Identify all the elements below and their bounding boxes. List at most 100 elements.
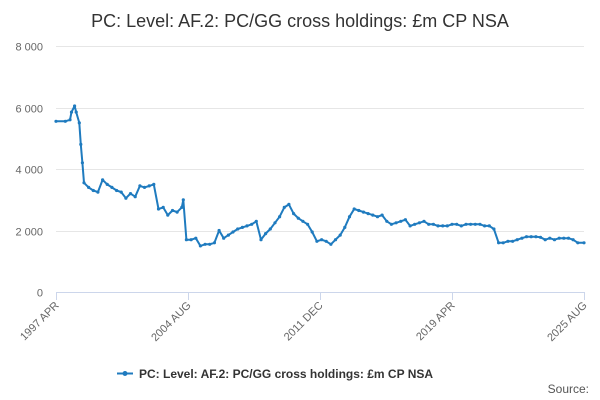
- data-point-marker[interactable]: [431, 222, 435, 226]
- data-point-marker[interactable]: [82, 181, 86, 185]
- data-point-marker[interactable]: [582, 241, 586, 245]
- data-point-marker[interactable]: [483, 224, 487, 228]
- data-point-marker[interactable]: [399, 219, 403, 223]
- data-point-marker[interactable]: [455, 222, 459, 226]
- data-point-marker[interactable]: [124, 196, 128, 200]
- data-point-marker[interactable]: [301, 219, 305, 223]
- data-point-marker[interactable]: [264, 232, 268, 236]
- data-point-marker[interactable]: [473, 222, 477, 226]
- data-point-marker[interactable]: [394, 221, 398, 225]
- data-point-marker[interactable]: [152, 182, 156, 186]
- data-point-marker[interactable]: [534, 235, 538, 239]
- data-point-marker[interactable]: [338, 233, 342, 237]
- data-point-marker[interactable]: [236, 227, 240, 231]
- data-point-marker[interactable]: [501, 241, 505, 245]
- data-point-marker[interactable]: [371, 213, 375, 217]
- data-point-marker[interactable]: [166, 213, 170, 217]
- data-point-marker[interactable]: [422, 219, 426, 223]
- data-point-marker[interactable]: [77, 121, 81, 125]
- data-point-marker[interactable]: [110, 185, 114, 189]
- data-point-marker[interactable]: [222, 236, 226, 240]
- data-point-marker[interactable]: [240, 225, 244, 229]
- data-point-marker[interactable]: [548, 236, 552, 240]
- data-point-marker[interactable]: [543, 238, 547, 242]
- data-point-marker[interactable]: [557, 236, 561, 240]
- data-point-marker[interactable]: [441, 224, 445, 228]
- data-point-marker[interactable]: [254, 219, 258, 223]
- data-point-marker[interactable]: [80, 161, 84, 165]
- data-point-marker[interactable]: [352, 207, 356, 211]
- data-point-marker[interactable]: [73, 104, 77, 108]
- data-point-marker[interactable]: [343, 225, 347, 229]
- data-point-marker[interactable]: [133, 195, 137, 199]
- data-point-marker[interactable]: [147, 184, 151, 188]
- data-point-marker[interactable]: [245, 224, 249, 228]
- data-point-marker[interactable]: [445, 224, 449, 228]
- data-point-marker[interactable]: [268, 227, 272, 231]
- data-point-marker[interactable]: [492, 227, 496, 231]
- data-point-marker[interactable]: [278, 215, 282, 219]
- data-point-marker[interactable]: [333, 238, 338, 242]
- data-point-marker[interactable]: [375, 215, 380, 219]
- data-point-marker[interactable]: [115, 188, 119, 193]
- data-point-marker[interactable]: [156, 207, 161, 211]
- data-point-marker[interactable]: [366, 212, 370, 216]
- data-point-marker[interactable]: [161, 205, 165, 209]
- data-point-marker[interactable]: [380, 213, 384, 217]
- data-point-marker[interactable]: [101, 178, 105, 182]
- data-point-marker[interactable]: [478, 222, 482, 226]
- data-point-marker[interactable]: [226, 233, 230, 237]
- data-point-marker[interactable]: [79, 142, 83, 146]
- data-point-marker[interactable]: [181, 198, 185, 202]
- data-point-marker[interactable]: [403, 218, 407, 222]
- data-point-marker[interactable]: [450, 222, 454, 226]
- data-point-marker[interactable]: [194, 236, 198, 240]
- data-point-marker[interactable]: [515, 238, 519, 242]
- data-point-marker[interactable]: [74, 110, 78, 114]
- data-point-marker[interactable]: [119, 190, 123, 194]
- data-point-marker[interactable]: [310, 230, 314, 234]
- data-point-marker[interactable]: [91, 188, 95, 193]
- data-point-marker[interactable]: [324, 239, 328, 243]
- data-point-marker[interactable]: [385, 219, 389, 223]
- data-point-marker[interactable]: [576, 241, 580, 245]
- data-point-marker[interactable]: [436, 224, 440, 228]
- data-point-marker[interactable]: [357, 208, 361, 213]
- data-point-marker[interactable]: [203, 242, 207, 246]
- data-point-marker[interactable]: [510, 239, 515, 243]
- data-point-marker[interactable]: [459, 224, 463, 228]
- data-point-marker[interactable]: [413, 222, 417, 226]
- data-point-marker[interactable]: [538, 235, 543, 239]
- data-point-marker[interactable]: [487, 224, 491, 228]
- data-point-marker[interactable]: [562, 236, 566, 240]
- data-point-marker[interactable]: [217, 228, 221, 233]
- data-point-marker[interactable]: [189, 238, 193, 242]
- data-point-marker[interactable]: [529, 235, 533, 239]
- data-point-marker[interactable]: [212, 241, 216, 245]
- data-point-marker[interactable]: [184, 238, 188, 242]
- data-point-marker[interactable]: [552, 238, 557, 242]
- data-point-marker[interactable]: [520, 236, 524, 240]
- data-point-marker[interactable]: [180, 205, 184, 209]
- data-point-marker[interactable]: [320, 238, 324, 242]
- data-point-marker[interactable]: [175, 210, 179, 214]
- data-point-marker[interactable]: [292, 212, 296, 216]
- data-point-marker[interactable]: [506, 239, 510, 243]
- series-line[interactable]: [55, 105, 585, 247]
- data-point-marker[interactable]: [296, 216, 300, 220]
- data-point-marker[interactable]: [417, 221, 421, 225]
- data-point-marker[interactable]: [198, 244, 202, 248]
- data-point-marker[interactable]: [524, 235, 529, 239]
- data-point-marker[interactable]: [105, 182, 109, 186]
- data-point-marker[interactable]: [69, 110, 74, 114]
- data-point-marker[interactable]: [571, 238, 575, 242]
- data-point-marker[interactable]: [68, 118, 72, 122]
- data-point-marker[interactable]: [87, 185, 91, 189]
- data-point-marker[interactable]: [497, 241, 501, 245]
- data-point-marker[interactable]: [389, 222, 393, 226]
- data-point-marker[interactable]: [208, 242, 212, 246]
- data-point-marker[interactable]: [250, 222, 254, 226]
- data-point-marker[interactable]: [427, 222, 431, 226]
- data-point-marker[interactable]: [469, 222, 473, 226]
- data-point-marker[interactable]: [361, 210, 366, 214]
